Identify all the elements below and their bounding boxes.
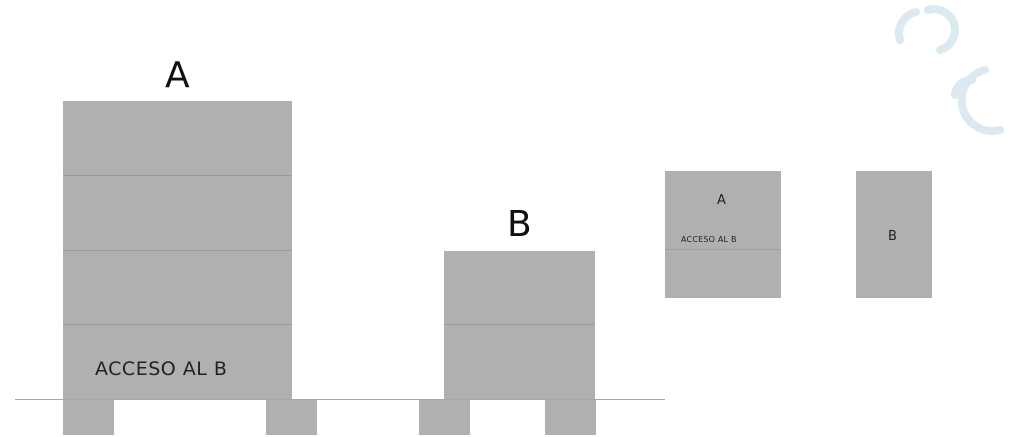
plan-block-b-label: B bbox=[888, 229, 897, 244]
tower-b-label: B bbox=[507, 204, 532, 245]
plan-block-a-divider bbox=[665, 249, 781, 250]
tower-a-pillar-right bbox=[266, 400, 317, 435]
tower-a-floor-line bbox=[63, 250, 292, 251]
tower-a-ground-floor-label: ACCESO AL B bbox=[95, 358, 228, 380]
plan-block-a-label: A bbox=[717, 193, 726, 208]
ground-line bbox=[15, 399, 665, 400]
tower-a-floor-line bbox=[63, 324, 292, 325]
tower-b-body bbox=[444, 251, 595, 399]
tower-a-pillar-left bbox=[63, 400, 114, 435]
plan-courtyard bbox=[781, 171, 856, 298]
tower-a-label: A bbox=[165, 55, 190, 96]
tower-a-floor-line bbox=[63, 175, 292, 176]
plan-block-a bbox=[665, 171, 781, 298]
tower-b-pillar-left bbox=[419, 400, 470, 435]
tower-b-floor-line bbox=[444, 324, 595, 325]
tower-b-pillar-right bbox=[545, 400, 596, 435]
plan-block-b bbox=[856, 171, 932, 298]
watermark-logo bbox=[895, 5, 1004, 135]
plan-block-a-access-label: ACCESO AL B bbox=[681, 235, 737, 244]
